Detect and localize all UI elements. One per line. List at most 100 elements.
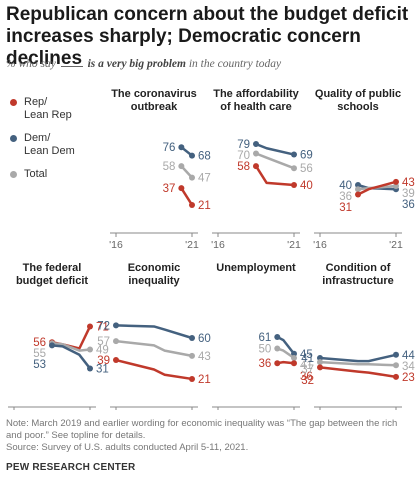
data-point-rep	[291, 360, 297, 367]
data-label-total: 50	[258, 344, 271, 356]
data-label-total: 58	[163, 161, 176, 173]
data-point-dem	[393, 351, 399, 358]
data-label-dem: 68	[198, 151, 211, 163]
data-label-total: 55	[33, 348, 46, 360]
data-label-dem: 60	[198, 333, 211, 345]
data-point-rep	[291, 182, 297, 188]
data-label-rep: 71	[96, 321, 109, 333]
panel-title: Quality of public schools	[314, 88, 402, 113]
series-line-dem	[254, 142, 296, 156]
data-point-dem	[189, 335, 195, 341]
subtitle-blank	[60, 66, 83, 67]
chart-note: Note: March 2019 and earlier wording for…	[6, 418, 398, 441]
data-label-dem: 76	[163, 142, 176, 154]
panel-title: Condition of infrastructure	[322, 262, 394, 287]
legend-item-total: Total	[8, 168, 75, 181]
data-point-rep	[178, 185, 185, 192]
data-point-dem	[178, 144, 185, 151]
data-point-dem	[274, 333, 281, 340]
data-point-total	[393, 362, 399, 369]
data-label-dem: 79	[237, 139, 250, 151]
data-label-total: 37	[301, 364, 314, 376]
legend-label-dem-line2: Lean Dem	[24, 145, 75, 157]
x-tick-label: '21	[185, 239, 199, 251]
data-label-dem: 61	[258, 332, 271, 344]
legend: Rep/ Lean Rep Dem/ Lean Dem Total	[8, 96, 75, 191]
series-line-dem	[114, 324, 194, 340]
x-tick-label: '21	[389, 239, 403, 251]
data-point-dem	[291, 350, 297, 357]
data-label-rep: 36	[300, 371, 313, 383]
data-label-dem: 72	[97, 320, 110, 332]
data-label-rep: 36	[258, 358, 271, 370]
data-point-total	[189, 174, 195, 181]
x-tick-label: '16	[313, 239, 327, 251]
data-label-rep: 31	[339, 202, 352, 214]
data-label-total: 34	[402, 361, 415, 373]
data-point-total	[393, 183, 399, 190]
data-point-dem	[355, 182, 361, 188]
data-label-rep: 56	[33, 337, 46, 349]
data-point-dem	[113, 322, 119, 329]
data-point-dem	[49, 342, 55, 349]
series-line-total	[254, 152, 296, 170]
data-label-total: 49	[96, 345, 109, 357]
data-point-rep	[393, 178, 399, 185]
legend-marker-rep	[10, 99, 17, 106]
legend-label-rep-line2: Lean Rep	[24, 109, 72, 121]
data-label-rep: 39	[97, 355, 110, 367]
data-point-rep	[189, 375, 195, 382]
data-label-dem: 69	[300, 150, 313, 162]
subtitle-emphasis: is a very big problem	[87, 58, 186, 70]
data-point-dem	[87, 365, 93, 372]
chart-source: Source: Survey of U.S. adults conducted …	[6, 442, 249, 453]
data-point-total	[87, 346, 93, 353]
data-label-dem: 31	[96, 363, 109, 375]
legend-label-rep-line1: Rep/	[24, 96, 48, 108]
data-label-dem: 40	[339, 180, 352, 192]
data-label-total: 39	[402, 188, 415, 200]
data-point-total	[178, 163, 185, 170]
brand-name: PEW RESEARCH CENTER	[6, 462, 136, 473]
legend-item-rep: Rep/ Lean Rep	[8, 96, 75, 122]
series-line-rep	[356, 180, 398, 196]
data-label-rep: 23	[402, 372, 415, 384]
data-point-rep	[317, 364, 323, 371]
data-label-rep: 43	[402, 177, 415, 189]
legend-marker-dem	[10, 135, 17, 142]
data-point-dem	[189, 152, 195, 159]
data-label-rep: 37	[163, 183, 176, 195]
panel-title: The federal budget deficit	[15, 262, 89, 287]
series-line-total	[50, 342, 92, 352]
data-label-total: 47	[198, 173, 211, 185]
series-line-rep	[254, 164, 296, 187]
legend-item-dem: Dem/ Lean Dem	[8, 132, 75, 158]
data-point-rep	[87, 323, 93, 330]
data-point-total	[274, 345, 281, 352]
data-label-rep: 32	[301, 375, 314, 387]
data-point-rep	[189, 201, 195, 208]
data-label-total: 70	[237, 150, 250, 162]
data-label-dem: 44	[402, 350, 415, 362]
subtitle-suffix: in the country today	[188, 58, 282, 70]
series-line-rep	[180, 186, 194, 207]
data-point-rep	[253, 163, 259, 170]
data-label-dem: 45	[300, 349, 313, 361]
series-line-rep	[318, 366, 398, 379]
legend-label-dem-line1: Dem/	[24, 132, 51, 144]
data-point-rep	[355, 191, 361, 198]
data-point-total	[113, 338, 119, 345]
data-label-rep: 21	[198, 374, 211, 386]
series-line-total	[114, 339, 194, 358]
data-point-dem	[317, 354, 323, 361]
data-point-total	[355, 186, 361, 193]
series-line-total	[318, 360, 398, 367]
chart-subtitle: % who say is a very big problem in the c…	[6, 58, 281, 70]
data-label-rep: 40	[300, 180, 313, 192]
data-label-total: 36	[339, 191, 352, 203]
panel-title: Unemployment	[216, 262, 296, 274]
x-tick-label: '16	[109, 239, 123, 251]
data-point-total	[291, 165, 297, 172]
data-point-total	[253, 150, 259, 157]
